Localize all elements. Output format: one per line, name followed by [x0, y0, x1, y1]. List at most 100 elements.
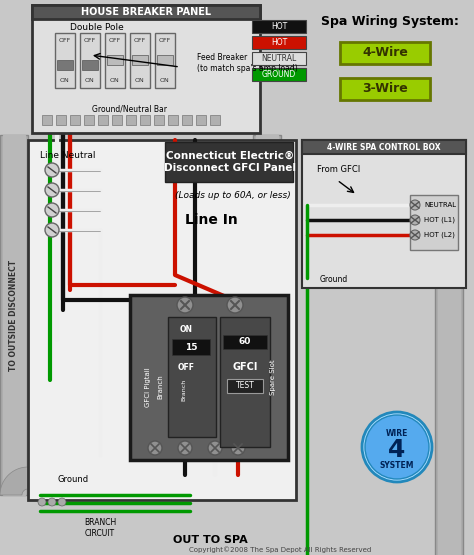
Bar — [253, 135, 281, 495]
Bar — [220, 317, 270, 447]
Text: 4-WIRE SPA CONTROL BOX: 4-WIRE SPA CONTROL BOX — [327, 143, 441, 152]
Circle shape — [148, 441, 162, 455]
Bar — [302, 140, 466, 154]
Circle shape — [178, 441, 192, 455]
Bar — [256, 135, 278, 495]
Text: 15: 15 — [185, 342, 197, 351]
Text: OFF: OFF — [109, 38, 121, 43]
Text: From GFCI: From GFCI — [317, 165, 360, 174]
Bar — [126, 115, 136, 125]
Bar — [56, 115, 66, 125]
Text: ON: ON — [60, 78, 70, 83]
Text: 4: 4 — [388, 438, 406, 462]
Text: NEUTRAL: NEUTRAL — [424, 202, 456, 208]
Text: Connecticut Electric®
Disconnect GFCI Panel: Connecticut Electric® Disconnect GFCI Pa… — [164, 151, 296, 173]
Bar — [130, 33, 150, 88]
Bar — [172, 339, 210, 355]
Bar — [210, 115, 220, 125]
Text: 60: 60 — [239, 337, 251, 346]
Bar — [55, 33, 75, 88]
Text: Branch: Branch — [157, 375, 163, 400]
Bar — [168, 317, 216, 437]
Text: (Loads up to 60A, or less): (Loads up to 60A, or less) — [175, 190, 291, 199]
Text: OUT TO SPA: OUT TO SPA — [173, 535, 247, 545]
Circle shape — [410, 200, 420, 210]
Bar — [82, 60, 98, 70]
Bar — [98, 115, 108, 125]
Text: ON: ON — [160, 78, 170, 83]
Bar — [42, 115, 52, 125]
Text: OFF: OFF — [177, 362, 194, 371]
Bar — [155, 33, 175, 88]
Text: TO OUTSIDE DISCONNECT: TO OUTSIDE DISCONNECT — [9, 259, 18, 371]
Text: Feed Breaker
(to match spa's amp load): Feed Breaker (to match spa's amp load) — [197, 53, 298, 73]
Bar — [252, 52, 306, 65]
Bar — [84, 115, 94, 125]
Text: HOT: HOT — [271, 38, 287, 47]
Text: OFF: OFF — [134, 38, 146, 43]
Circle shape — [227, 297, 243, 313]
Bar — [28, 140, 296, 500]
Circle shape — [58, 498, 66, 506]
Bar — [28, 467, 253, 495]
Text: BRANCH
CIRCUIT: BRANCH CIRCUIT — [84, 518, 116, 538]
Bar — [28, 470, 253, 492]
Text: Spare Slot: Spare Slot — [270, 359, 276, 395]
Circle shape — [362, 412, 432, 482]
Text: Double Pole: Double Pole — [70, 23, 124, 32]
Text: TEST: TEST — [236, 381, 255, 391]
Text: Ground: Ground — [58, 476, 89, 485]
Circle shape — [45, 203, 59, 217]
Bar — [0, 135, 28, 495]
Bar — [157, 55, 173, 65]
Bar — [107, 55, 123, 65]
Text: Copyright©2008 The Spa Depot All Rights Reserved: Copyright©2008 The Spa Depot All Rights … — [189, 547, 371, 553]
Circle shape — [208, 441, 222, 455]
Text: ON: ON — [110, 78, 120, 83]
Bar — [165, 142, 293, 182]
Circle shape — [365, 415, 429, 479]
Bar — [168, 115, 178, 125]
Bar — [435, 170, 463, 555]
Text: OFF: OFF — [84, 38, 96, 43]
Text: ON: ON — [180, 325, 192, 335]
Text: ON: ON — [85, 78, 95, 83]
Circle shape — [231, 441, 245, 455]
Text: Ground: Ground — [320, 275, 348, 285]
Text: ON: ON — [135, 78, 145, 83]
Circle shape — [45, 163, 59, 177]
Polygon shape — [253, 467, 281, 495]
Text: 3-Wire: 3-Wire — [362, 83, 408, 95]
Bar — [252, 68, 306, 81]
Bar — [154, 115, 164, 125]
Bar — [223, 335, 267, 349]
Circle shape — [45, 223, 59, 237]
Text: GFCI: GFCI — [232, 362, 258, 372]
Text: SYSTEM: SYSTEM — [380, 461, 414, 470]
Bar — [182, 115, 192, 125]
Text: Line In: Line In — [185, 213, 238, 227]
Text: NEUTRAL: NEUTRAL — [261, 54, 297, 63]
Bar — [32, 5, 260, 133]
Circle shape — [177, 297, 193, 313]
Bar — [196, 115, 206, 125]
Text: GFCI Pigtail: GFCI Pigtail — [145, 367, 151, 407]
Text: Spa Wiring System:: Spa Wiring System: — [321, 16, 459, 28]
Bar — [302, 140, 466, 288]
Bar — [252, 36, 306, 49]
Bar — [3, 135, 25, 495]
Text: GROUND: GROUND — [262, 70, 296, 79]
Bar — [105, 33, 125, 88]
Bar — [227, 379, 263, 393]
Bar — [70, 115, 80, 125]
Text: Ground/Neutral Bar: Ground/Neutral Bar — [92, 104, 167, 114]
Text: WIRE: WIRE — [386, 428, 408, 437]
Text: Branch: Branch — [182, 379, 186, 401]
Bar — [340, 78, 430, 100]
Text: HOT (L1): HOT (L1) — [424, 217, 455, 223]
Circle shape — [410, 230, 420, 240]
Circle shape — [45, 183, 59, 197]
Bar — [410, 195, 458, 250]
Text: HOUSE BREAKER PANEL: HOUSE BREAKER PANEL — [81, 7, 211, 17]
Text: OFF: OFF — [159, 38, 171, 43]
